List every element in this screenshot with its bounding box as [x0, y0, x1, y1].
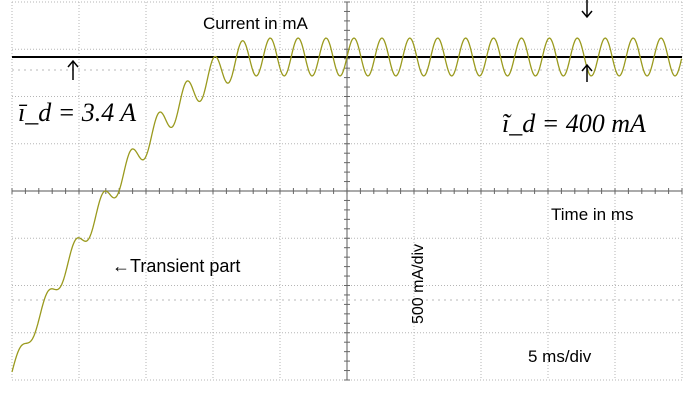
y-scale-label: 500 mA/div: [410, 244, 427, 324]
ripple-value-label: ĩ_d = 400 mA: [502, 109, 646, 138]
transient-label: ←Transient part: [112, 256, 240, 276]
mean-annotation: ī_d = 3.4 A: [18, 98, 136, 127]
chart-title: Current in mA: [203, 14, 309, 33]
x-axis-label: Time in ms: [551, 205, 634, 224]
mean-arrow: [67, 59, 79, 80]
ripple-top-arrow: [581, 0, 593, 19]
current-trace: [11, 37, 683, 373]
x-scale-label: 5 ms/div: [528, 347, 592, 366]
grid: [11, 1, 683, 381]
ripple-annotation: ĩ_d = 400 mA: [502, 109, 646, 138]
ripple-bottom-arrow: [581, 63, 593, 82]
mean-value-label: ī_d = 3.4 A: [18, 98, 136, 127]
